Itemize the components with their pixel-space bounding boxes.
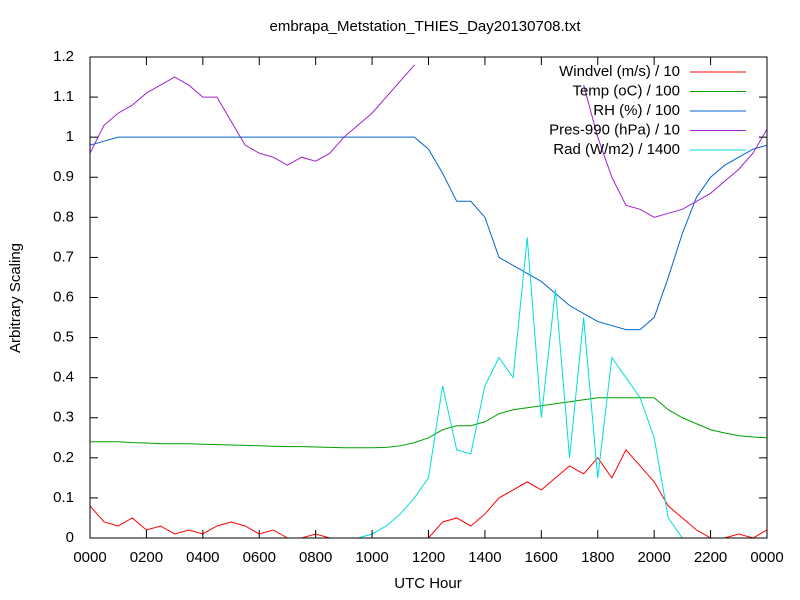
y-tick-label: 0.2: [53, 449, 74, 466]
x-tick-label: 1800: [581, 549, 614, 566]
x-tick-label: 0800: [299, 549, 332, 566]
x-tick-label: 1600: [525, 549, 558, 566]
y-tick-label: 0: [66, 529, 74, 546]
legend-label: RH (%) / 100: [593, 102, 680, 119]
x-tick-label: 0400: [186, 549, 219, 566]
x-tick-label: 0600: [243, 549, 276, 566]
x-tick-label: 1400: [468, 549, 501, 566]
x-tick-label: 1200: [412, 549, 445, 566]
y-tick-label: 0.4: [53, 369, 74, 386]
x-tick-label: 0000: [750, 549, 783, 566]
y-tick-label: 1.2: [53, 48, 74, 65]
legend-label: Rad (W/m2) / 1400: [553, 141, 680, 158]
y-tick-label: 0.7: [53, 248, 74, 265]
series-line: [90, 64, 767, 218]
plot-area: [90, 64, 767, 538]
y-tick-label: 0.9: [53, 168, 74, 185]
x-axis-label: UTC Hour: [394, 575, 462, 592]
series-line: [90, 448, 767, 538]
chart-title: embrapa_Metstation_THIES_Day20130708.txt: [269, 18, 581, 35]
series-line: [90, 237, 767, 538]
y-tick-label: 0.1: [53, 489, 74, 506]
y-tick-label: 1: [66, 128, 74, 145]
series-line: [90, 397, 767, 449]
x-tick-label: 0000: [73, 549, 106, 566]
y-tick-label: 0.3: [53, 409, 74, 426]
legend-label: Pres-990 (hPa) / 10: [549, 121, 680, 138]
y-tick-label: 1.1: [53, 88, 74, 105]
x-tick-label: 1000: [355, 549, 388, 566]
series-line: [90, 136, 767, 331]
x-tick-label: 2200: [694, 549, 727, 566]
x-tick-label: 0200: [130, 549, 163, 566]
y-tick-label: 0.6: [53, 288, 74, 305]
legend-label: Temp (oC) / 100: [572, 82, 680, 99]
y-tick-label: 0.8: [53, 208, 74, 225]
legend-label: Windvel (m/s) / 10: [559, 63, 680, 80]
y-tick-label: 0.5: [53, 329, 74, 346]
y-axis-label: Arbitrary Scaling: [7, 243, 24, 353]
x-tick-label: 2000: [637, 549, 670, 566]
